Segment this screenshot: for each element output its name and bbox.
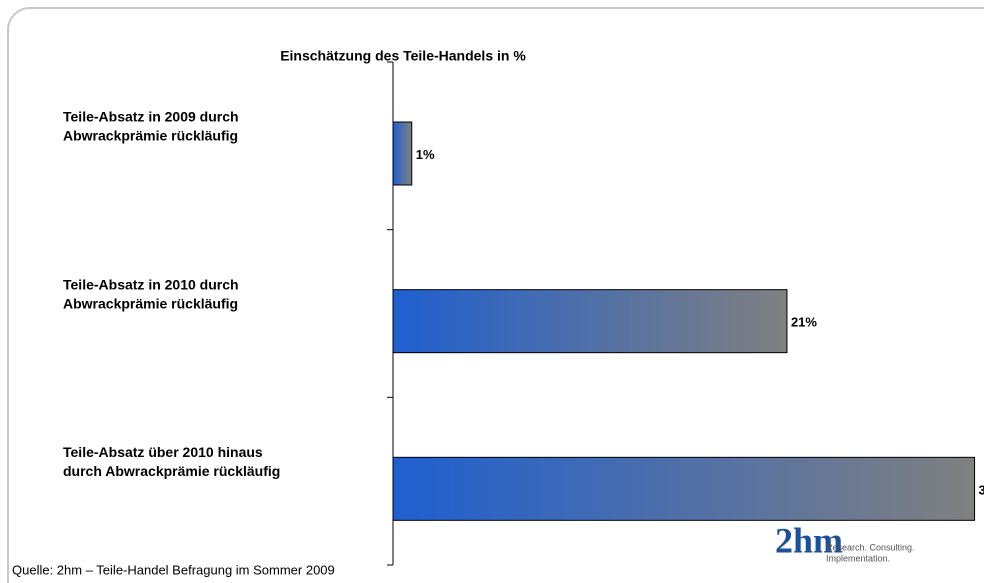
- bar: [392, 289, 788, 354]
- logo-line: Research. Consulting.: [826, 542, 915, 552]
- bar: [392, 456, 976, 521]
- bar: [392, 121, 413, 186]
- category-label: Abwrackprämie rückläufig: [63, 295, 238, 311]
- value-label: 1%: [416, 147, 435, 162]
- category-label: durch Abwrackprämie rückläufig: [63, 463, 280, 479]
- logo: 2hm Research. Consulting. Implementation…: [775, 520, 915, 563]
- logo-line: Implementation.: [826, 553, 890, 563]
- logo-mark: 2hm: [775, 520, 843, 560]
- category-label: Teile-Absatz über 2010 hinaus: [63, 444, 263, 460]
- source: Quelle: 2hm – Teile-Handel Befragung im …: [12, 562, 335, 577]
- category-label: Teile-Absatz in 2009 durch: [63, 109, 239, 125]
- value-label: 31%: [979, 482, 984, 497]
- plot: 1% Teile-Absatz in 2009 durch Abwrackprämi…: [63, 61, 984, 566]
- category-label: Abwrackprämie rückläufig: [63, 128, 238, 144]
- chart-title: Einschätzung des Teile-Handels in %: [280, 48, 526, 64]
- value-label: 21%: [791, 315, 817, 330]
- category-label: Teile-Absatz in 2010 durch: [63, 276, 239, 292]
- frame: [7, 7, 984, 583]
